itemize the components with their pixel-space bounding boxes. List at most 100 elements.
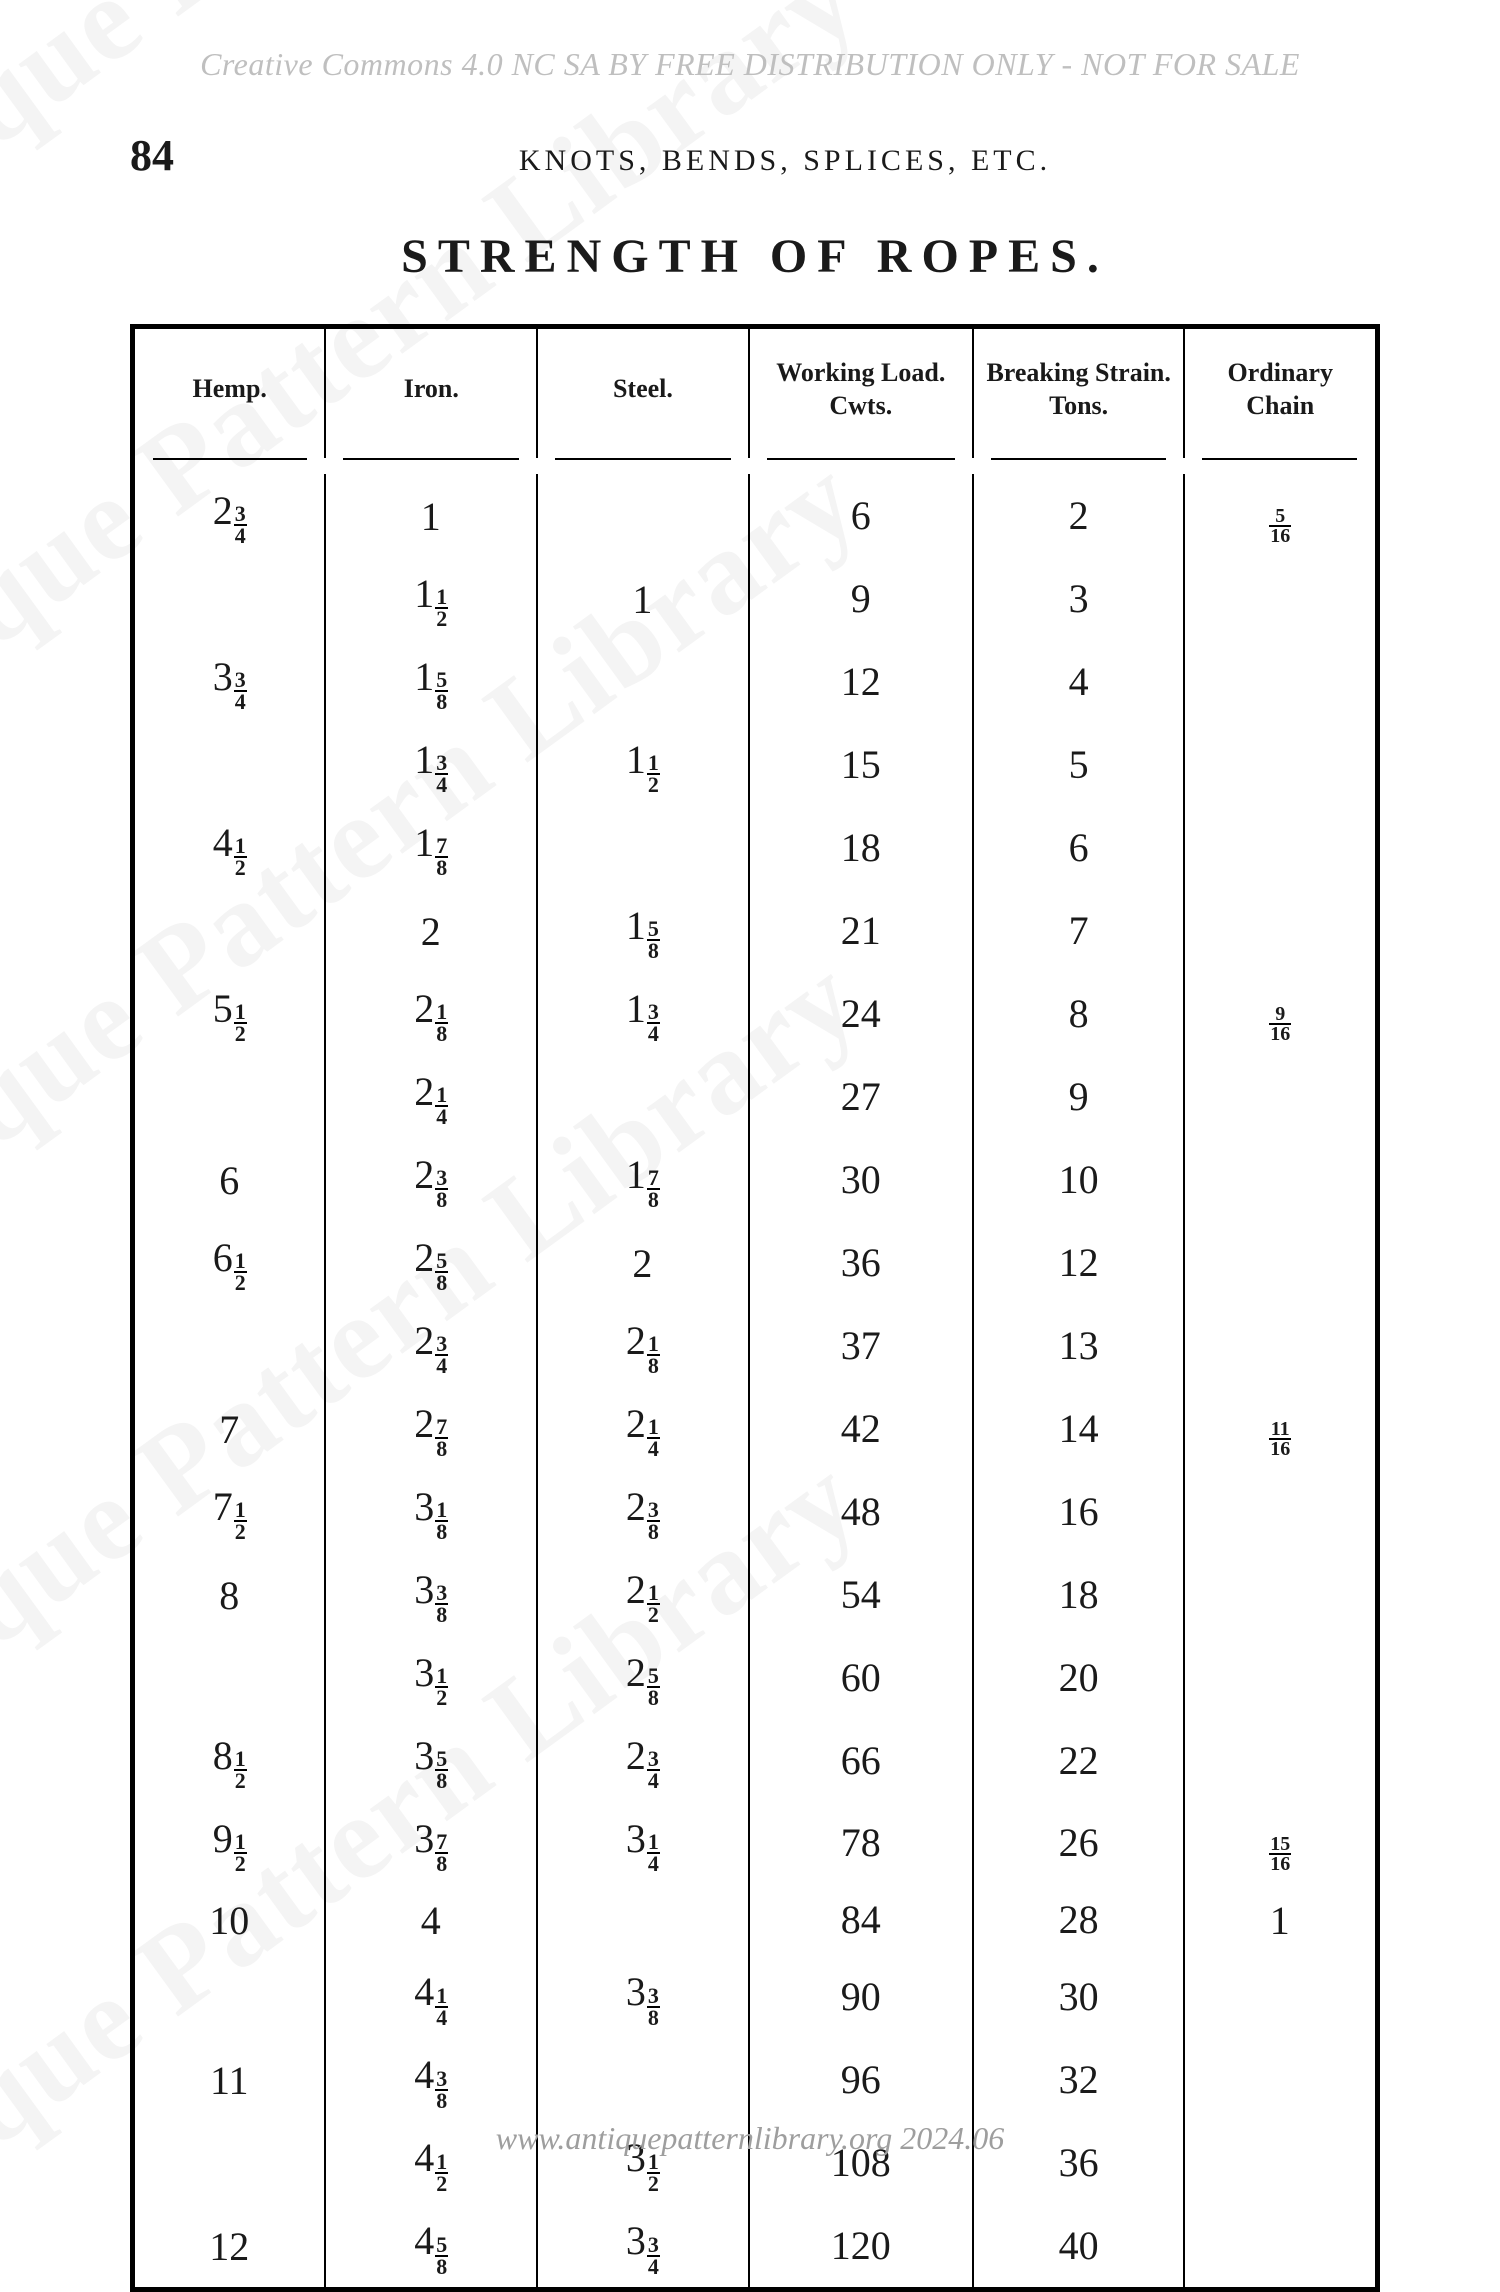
cell-strain: 40	[973, 2204, 1185, 2289]
cell-iron: 438	[325, 2038, 537, 2121]
cell-chain	[1184, 1955, 1377, 2038]
cell-iron: 378	[325, 1802, 537, 1885]
cell-chain	[1184, 1636, 1377, 1719]
table-row: 3122586020	[133, 1636, 1378, 1719]
column-header: Hemp.	[133, 327, 326, 459]
cell-chain: 516	[1184, 474, 1377, 557]
cell-steel: 178	[537, 1138, 749, 1221]
cell-steel: 2	[537, 1221, 749, 1304]
cell-load: 120	[749, 2204, 973, 2289]
table-row: 112193	[133, 557, 1378, 640]
cell-chain	[1184, 557, 1377, 640]
column-header: Working Load.Cwts.	[749, 327, 973, 459]
cell-steel	[537, 1055, 749, 1138]
table-row: 727821442141116	[133, 1387, 1378, 1470]
cell-hemp	[133, 1636, 326, 1719]
cell-hemp: 11	[133, 2038, 326, 2121]
cell-strain: 32	[973, 2038, 1185, 2121]
cell-load: 96	[749, 2038, 973, 2121]
cell-strain: 20	[973, 1636, 1185, 1719]
running-head: KNOTS, BENDS, SPLICES, ETC.	[330, 144, 1380, 178]
cell-chain: 1516	[1184, 1802, 1377, 1885]
column-header: Ordinary Chain	[1184, 327, 1377, 459]
cell-steel: 234	[537, 1719, 749, 1802]
table-row: 1245833412040	[133, 2204, 1378, 2289]
table-row: 11438 9632	[133, 2038, 1378, 2121]
cell-load: 9	[749, 557, 973, 640]
cell-iron: 178	[325, 806, 537, 889]
table-row: 512218134248916	[133, 972, 1378, 1055]
cell-steel: 314	[537, 1802, 749, 1885]
cell-strain: 30	[973, 1955, 1185, 2038]
source-watermark-bottom: www.antiquepatternlibrary.org 2024.06	[0, 2120, 1500, 2157]
cell-steel: 158	[537, 889, 749, 972]
cell-steel: 334	[537, 2204, 749, 2289]
table-row: 214279	[133, 1055, 1378, 1138]
table-row: 83382125418	[133, 1553, 1378, 1636]
cell-iron: 414	[325, 1955, 537, 2038]
page-header: 84 KNOTS, BENDS, SPLICES, ETC.	[130, 130, 1380, 181]
cell-load: 42	[749, 1387, 973, 1470]
cell-strain: 14	[973, 1387, 1185, 1470]
cell-iron: 358	[325, 1719, 537, 1802]
cell-load: 21	[749, 889, 973, 972]
cell-steel: 214	[537, 1387, 749, 1470]
cell-steel	[537, 474, 749, 557]
cell-hemp: 10	[133, 1884, 326, 1955]
cell-load: 15	[749, 723, 973, 806]
page-number: 84	[130, 130, 330, 181]
table-row: 62381783010	[133, 1138, 1378, 1221]
cell-load: 12	[749, 640, 973, 723]
cell-chain	[1184, 723, 1377, 806]
cell-strain: 10	[973, 1138, 1185, 1221]
cell-strain: 2	[973, 474, 1185, 557]
cell-chain	[1184, 1304, 1377, 1387]
cell-chain: 916	[1184, 972, 1377, 1055]
cell-steel	[537, 806, 749, 889]
cell-chain	[1184, 1138, 1377, 1221]
cell-strain: 8	[973, 972, 1185, 1055]
cell-steel: 238	[537, 1470, 749, 1553]
cell-load: 37	[749, 1304, 973, 1387]
cell-strain: 9	[973, 1055, 1185, 1138]
table-row: 2158217	[133, 889, 1378, 972]
cell-steel: 212	[537, 1553, 749, 1636]
license-watermark-top: Creative Commons 4.0 NC SA BY FREE DISTR…	[0, 46, 1500, 83]
cell-hemp: 8	[133, 1553, 326, 1636]
cell-strain: 5	[973, 723, 1185, 806]
cell-hemp: 512	[133, 972, 326, 1055]
cell-steel	[537, 1884, 749, 1955]
table-row: 61225823612	[133, 1221, 1378, 1304]
cell-chain	[1184, 1221, 1377, 1304]
cell-strain: 7	[973, 889, 1185, 972]
table-row: 10484281	[133, 1884, 1378, 1955]
cell-iron: 312	[325, 1636, 537, 1719]
table-row: 234162516	[133, 474, 1378, 557]
cell-chain	[1184, 2204, 1377, 2289]
cell-chain	[1184, 640, 1377, 723]
cell-chain: 1116	[1184, 1387, 1377, 1470]
cell-strain: 16	[973, 1470, 1185, 1553]
cell-hemp: 912	[133, 1802, 326, 1885]
cell-iron: 318	[325, 1470, 537, 1553]
cell-iron: 258	[325, 1221, 537, 1304]
cell-hemp	[133, 723, 326, 806]
strength-of-ropes-table: Hemp.Iron.Steel.Working Load.Cwts.Breaki…	[130, 324, 1380, 2292]
cell-strain: 26	[973, 1802, 1185, 1885]
cell-strain: 13	[973, 1304, 1185, 1387]
page-content: 84 KNOTS, BENDS, SPLICES, ETC. STRENGTH …	[130, 130, 1380, 2292]
cell-strain: 6	[973, 806, 1185, 889]
cell-load: 84	[749, 1884, 973, 1955]
cell-strain: 28	[973, 1884, 1185, 1955]
cell-hemp: 612	[133, 1221, 326, 1304]
cell-load: 6	[749, 474, 973, 557]
cell-chain	[1184, 1719, 1377, 1802]
cell-strain: 18	[973, 1553, 1185, 1636]
cell-load: 30	[749, 1138, 973, 1221]
cell-hemp	[133, 889, 326, 972]
cell-hemp	[133, 1055, 326, 1138]
cell-load: 90	[749, 1955, 973, 2038]
table-row: 334158124	[133, 640, 1378, 723]
cell-chain: 1	[1184, 1884, 1377, 1955]
cell-steel	[537, 2038, 749, 2121]
